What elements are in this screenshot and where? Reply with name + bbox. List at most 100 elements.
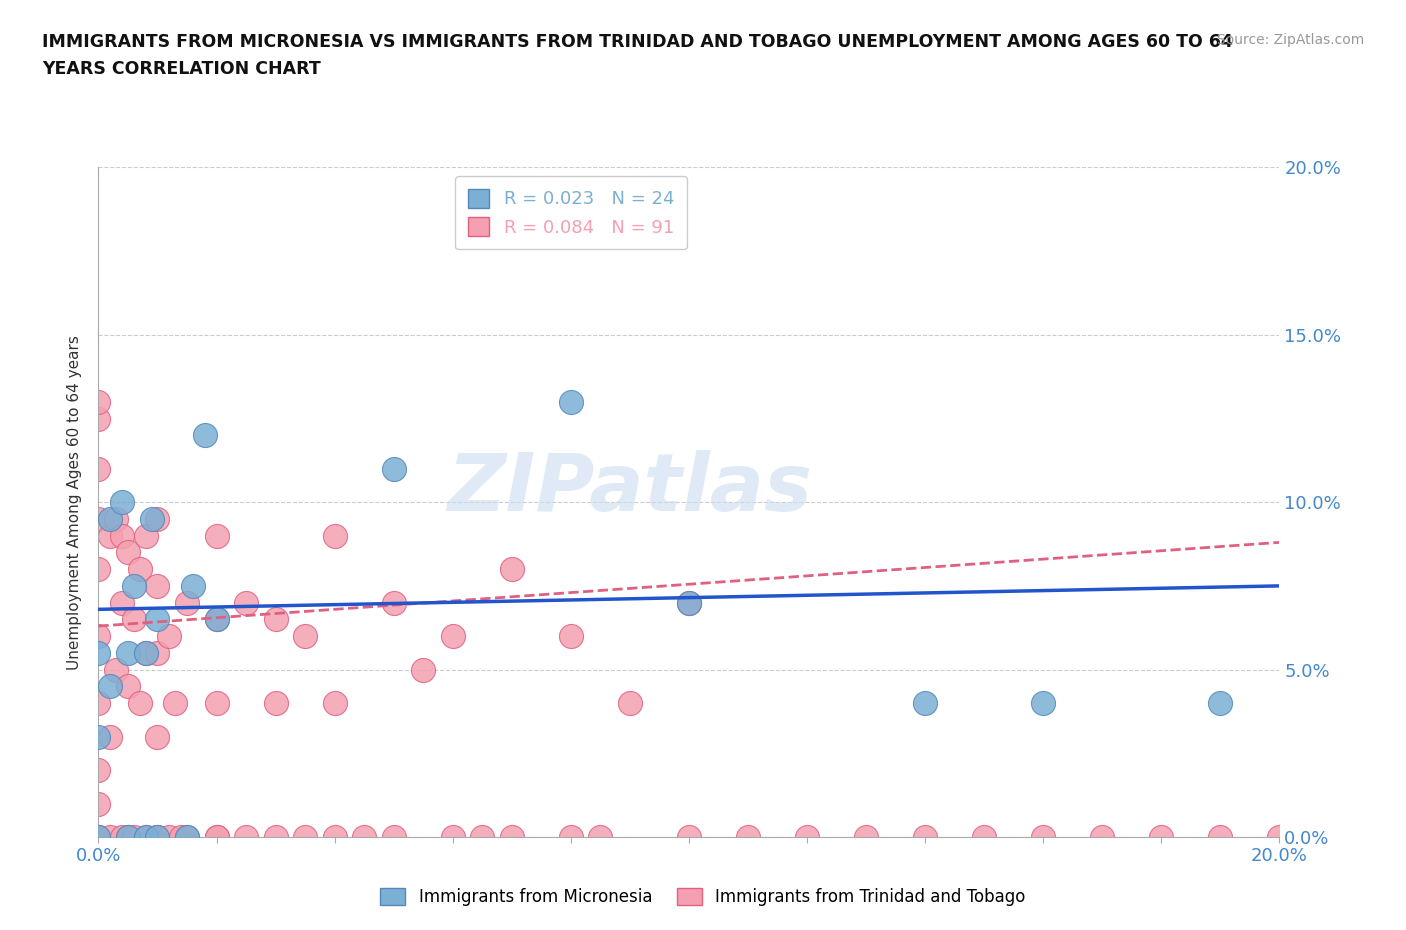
Point xyxy=(264,612,287,627)
Point xyxy=(87,729,110,744)
Point xyxy=(796,830,818,844)
Point xyxy=(135,830,157,844)
Point xyxy=(235,830,257,844)
Point xyxy=(353,830,375,844)
Point xyxy=(111,528,134,543)
Point xyxy=(98,512,121,526)
Point xyxy=(1091,830,1114,844)
Point xyxy=(135,528,157,543)
Point xyxy=(87,645,110,660)
Point xyxy=(146,578,169,593)
Point xyxy=(560,394,582,409)
Point xyxy=(323,696,346,711)
Text: Source: ZipAtlas.com: Source: ZipAtlas.com xyxy=(1216,33,1364,46)
Point xyxy=(855,830,877,844)
Point xyxy=(678,830,700,844)
Point xyxy=(471,830,494,844)
Point xyxy=(176,595,198,610)
Point xyxy=(205,612,228,627)
Point xyxy=(619,696,641,711)
Point xyxy=(323,830,346,844)
Point xyxy=(1209,696,1232,711)
Y-axis label: Unemployment Among Ages 60 to 64 years: Unemployment Among Ages 60 to 64 years xyxy=(67,335,83,670)
Point xyxy=(235,595,257,610)
Text: ZIPatlas: ZIPatlas xyxy=(447,450,813,528)
Point xyxy=(135,830,157,844)
Point xyxy=(87,411,110,426)
Point xyxy=(412,662,434,677)
Point xyxy=(205,830,228,844)
Point xyxy=(117,645,139,660)
Point xyxy=(323,528,346,543)
Point xyxy=(914,696,936,711)
Text: YEARS CORRELATION CHART: YEARS CORRELATION CHART xyxy=(42,60,321,78)
Point xyxy=(141,512,163,526)
Point xyxy=(382,830,405,844)
Point xyxy=(1209,830,1232,844)
Point xyxy=(87,562,110,577)
Point xyxy=(146,830,169,844)
Point xyxy=(170,830,193,844)
Point xyxy=(560,629,582,644)
Point xyxy=(105,662,128,677)
Point xyxy=(176,830,198,844)
Point xyxy=(111,495,134,510)
Point xyxy=(501,830,523,844)
Point xyxy=(117,679,139,694)
Point xyxy=(87,763,110,777)
Point xyxy=(117,830,139,844)
Point xyxy=(157,830,180,844)
Point xyxy=(111,595,134,610)
Point xyxy=(1268,830,1291,844)
Text: IMMIGRANTS FROM MICRONESIA VS IMMIGRANTS FROM TRINIDAD AND TOBAGO UNEMPLOYMENT A: IMMIGRANTS FROM MICRONESIA VS IMMIGRANTS… xyxy=(42,33,1233,50)
Point xyxy=(98,729,121,744)
Point xyxy=(87,830,110,844)
Point xyxy=(98,679,121,694)
Point xyxy=(87,629,110,644)
Point xyxy=(128,696,150,711)
Point xyxy=(87,830,110,844)
Point xyxy=(135,645,157,660)
Point xyxy=(1032,696,1054,711)
Point xyxy=(294,629,316,644)
Point xyxy=(98,528,121,543)
Point xyxy=(146,729,169,744)
Point xyxy=(194,428,217,443)
Point xyxy=(157,629,180,644)
Point xyxy=(176,830,198,844)
Point xyxy=(122,830,145,844)
Point xyxy=(128,562,150,577)
Point xyxy=(146,830,169,844)
Point xyxy=(678,595,700,610)
Point xyxy=(146,830,169,844)
Point xyxy=(146,645,169,660)
Point xyxy=(87,696,110,711)
Point xyxy=(87,394,110,409)
Legend: R = 0.023   N = 24, R = 0.084   N = 91: R = 0.023 N = 24, R = 0.084 N = 91 xyxy=(456,177,686,249)
Point xyxy=(264,696,287,711)
Point xyxy=(87,796,110,811)
Point xyxy=(264,830,287,844)
Point xyxy=(87,461,110,476)
Point xyxy=(87,512,110,526)
Point xyxy=(914,830,936,844)
Legend: Immigrants from Micronesia, Immigrants from Trinidad and Tobago: Immigrants from Micronesia, Immigrants f… xyxy=(374,881,1032,912)
Point xyxy=(1032,830,1054,844)
Point xyxy=(205,612,228,627)
Point xyxy=(165,696,187,711)
Point xyxy=(737,830,759,844)
Point xyxy=(501,562,523,577)
Point xyxy=(441,629,464,644)
Point xyxy=(87,830,110,844)
Point xyxy=(87,830,110,844)
Point xyxy=(205,696,228,711)
Point xyxy=(441,830,464,844)
Point xyxy=(105,512,128,526)
Point xyxy=(560,830,582,844)
Point xyxy=(205,528,228,543)
Point xyxy=(973,830,995,844)
Point xyxy=(98,830,121,844)
Point xyxy=(1150,830,1173,844)
Point xyxy=(122,612,145,627)
Point xyxy=(294,830,316,844)
